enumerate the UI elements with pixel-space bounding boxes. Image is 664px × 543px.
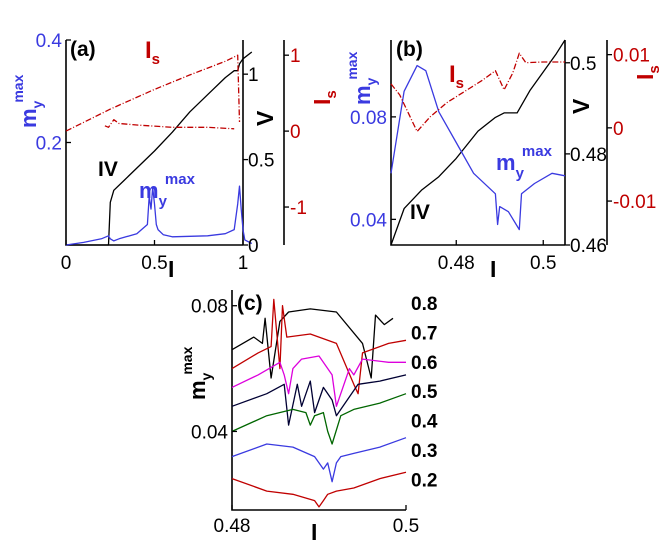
- legend-label-c-1: 0.7: [411, 323, 437, 344]
- series-c-5: [231, 437, 407, 483]
- v-tick-label-b-1: 0.48: [570, 145, 607, 166]
- y-axis-label-c: mymax: [179, 346, 214, 400]
- v-tick-label-a-1: 0.5: [248, 151, 274, 172]
- panel-a: 0 0.5 10.20.400.51-101 (a) IV Is mymax mym…: [10, 31, 340, 282]
- series-b-2: [390, 52, 565, 133]
- is-tick-label-a-2: 1: [290, 46, 301, 67]
- is-axis-label-a: Is: [309, 90, 340, 105]
- series-c-4: [231, 393, 407, 445]
- series-a-2: [65, 54, 241, 132]
- panel-label-b: (b): [396, 38, 423, 61]
- series-a-0: [66, 51, 253, 246]
- left-axis-label-b: mymax: [344, 51, 379, 105]
- x-tick-label-c-1: 0.5: [393, 516, 419, 537]
- is-tick-label-b-1: 0: [613, 119, 624, 140]
- v-axis-label-b: V: [568, 98, 594, 114]
- series-c-6: [231, 471, 407, 508]
- x-tick-label-b-1: 0.5: [530, 253, 556, 274]
- series-c-0: [231, 308, 394, 379]
- panel-b: 0.48 0.5 0.04 0.08 0.46 0.48 0.5 -0.01 0 0.01 (b)…: [344, 38, 663, 282]
- x-axis-label-b: I: [490, 256, 496, 282]
- is-annotation-b: Is: [449, 61, 464, 92]
- legend-label-c-4: 0.4: [411, 412, 438, 433]
- panel-label-c: (c): [237, 292, 263, 315]
- series-a-3: [104, 119, 235, 130]
- v-tick-label-b-2: 0.5: [570, 54, 596, 75]
- x-tick-label-c-0: 0.48: [214, 516, 251, 537]
- series-b-1: [390, 64, 566, 231]
- v-axis-label-a: V: [252, 110, 278, 126]
- is-axis-label-b: Is: [632, 65, 663, 80]
- series-b-0: [390, 39, 566, 246]
- left-tick-label-b-1: 0.08: [350, 108, 387, 129]
- legend-label-c-5: 0.3: [411, 441, 437, 462]
- x-axis-label-a: I: [168, 256, 174, 282]
- legend-label-c-6: 0.2: [411, 470, 437, 491]
- series-c-3: [231, 374, 407, 426]
- legend-label-c-0: 0.8: [411, 294, 437, 315]
- x-axis-label-c: I: [311, 519, 317, 543]
- panel-label-a: (a): [70, 38, 96, 61]
- series-c-2: [231, 355, 406, 407]
- x-tick-label-a-0: 0: [61, 253, 72, 274]
- y-tick-label-c-0: 0.04: [191, 422, 228, 443]
- v-tick-label-a-0: 0: [248, 236, 259, 257]
- legend-label-c-3: 0.5: [411, 382, 438, 403]
- is-annotation-a: Is: [145, 37, 160, 68]
- v-tick-label-a-2: 1: [248, 65, 259, 86]
- x-tick-label-a-2: 1: [238, 253, 249, 274]
- is-tick-label-a-1: 0: [290, 122, 301, 143]
- is-tick-label-a-0: -1: [290, 198, 307, 219]
- iv-annotation-b: IV: [410, 201, 430, 224]
- left-tick-label-a-0: 0.2: [36, 134, 62, 155]
- v-tick-label-b-0: 0.46: [570, 236, 607, 257]
- series-a-1: [65, 185, 253, 246]
- m-annotation-b: mymax: [496, 143, 553, 182]
- left-tick-label-b-0: 0.04: [350, 210, 387, 231]
- x-tick-label-b-0: 0.48: [438, 253, 475, 274]
- is-tick-label-b-0: -0.01: [613, 192, 656, 213]
- m-annotation-a: mymax: [139, 171, 196, 210]
- x-tick-label-a-1: 0.5: [141, 253, 167, 274]
- is-tick-label-b-2: 0.01: [613, 46, 650, 67]
- left-tick-label-a-1: 0.4: [36, 31, 63, 52]
- iv-annotation-a: IV: [98, 158, 118, 181]
- legend-label-c-2: 0.6: [411, 353, 437, 374]
- panel-c: 0.48 0.5 0.04 0.08 0.8 0.7 0.6 0.5 0.4 0.3 0.2 (c…: [179, 290, 438, 543]
- left-axis-label-a: mymax: [10, 74, 45, 128]
- y-tick-label-c-1: 0.08: [191, 297, 228, 318]
